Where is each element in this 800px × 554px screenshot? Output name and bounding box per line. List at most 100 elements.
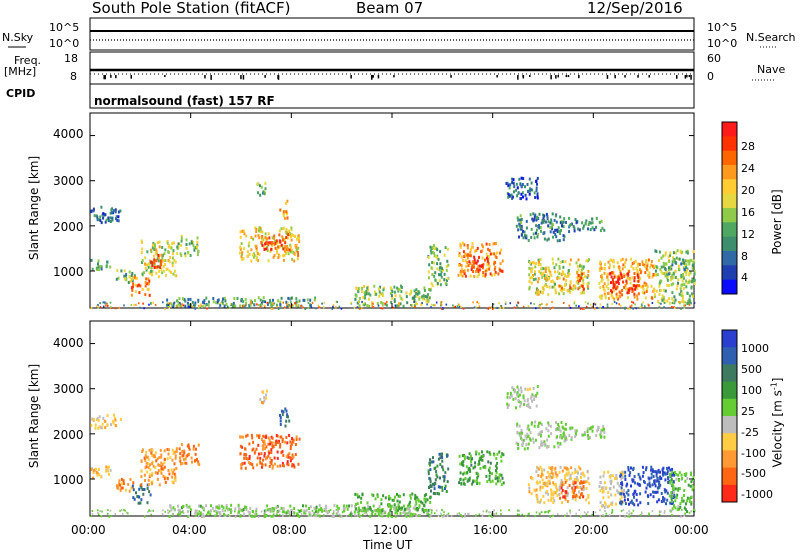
heat-cell — [554, 466, 557, 470]
heat-cell — [530, 262, 533, 266]
heat-cell — [252, 466, 255, 470]
heat-cell — [640, 303, 643, 306]
station-title: South Pole Station (fitACF) — [92, 0, 291, 17]
heat-cell — [532, 278, 535, 282]
x-axis-label: Time UT — [363, 538, 413, 552]
heat-cell — [475, 248, 478, 252]
heat-cell — [621, 288, 624, 292]
heat-cell — [619, 514, 621, 517]
heat-cell — [263, 442, 266, 446]
heat-cell — [686, 499, 689, 503]
heat-cell — [671, 509, 673, 512]
heat-cell — [159, 470, 162, 474]
heat-cell — [155, 459, 158, 463]
heat-cell — [540, 307, 543, 310]
heat-cell — [509, 193, 512, 197]
heat-cell — [561, 221, 564, 225]
heat-cell — [547, 511, 550, 514]
heat-cell — [526, 399, 529, 403]
heat-cell — [685, 273, 688, 276]
heat-cell — [633, 261, 635, 265]
heat-cell — [274, 246, 277, 250]
heat-cell — [666, 278, 669, 282]
heat-cell — [298, 515, 301, 518]
heat-cell — [525, 514, 527, 517]
heat-cell — [273, 462, 276, 466]
heat-cell — [271, 445, 274, 449]
heat-cell — [346, 507, 349, 511]
heat-cell — [535, 511, 538, 514]
heat-cell — [653, 293, 656, 297]
heat-cell — [430, 306, 432, 309]
heat-cell — [688, 272, 691, 275]
heat-cell — [223, 514, 226, 517]
heat-cell — [288, 248, 291, 252]
nave-spike — [371, 75, 373, 80]
heat-cell — [429, 477, 432, 481]
heat-cell — [109, 509, 112, 512]
heat-cell — [556, 276, 559, 280]
cpid-label: CPID — [6, 87, 36, 100]
heat-cell — [171, 471, 174, 475]
heat-cell — [171, 261, 174, 265]
heat-cell — [147, 277, 150, 281]
heat-cell — [130, 286, 133, 290]
heat-cell — [105, 302, 107, 305]
heat-cell — [123, 304, 125, 307]
heat-cell — [537, 258, 540, 262]
heat-cell — [575, 485, 578, 489]
heat-cell — [554, 288, 557, 292]
heat-cell — [632, 478, 635, 482]
heat-cell — [192, 447, 195, 451]
heat-cell — [144, 454, 147, 458]
heat-cell — [666, 466, 668, 470]
heat-cell — [198, 512, 200, 515]
heat-cell — [100, 426, 103, 430]
heat-cell — [692, 261, 695, 264]
heat-cell — [374, 497, 377, 501]
heat-cell — [554, 482, 557, 486]
heat-cell — [596, 306, 598, 309]
heat-cell — [603, 266, 606, 270]
heat-cell — [129, 477, 132, 481]
heat-cell — [402, 493, 405, 497]
heat-cell — [605, 285, 608, 288]
heat-cell — [678, 471, 681, 475]
heat-cell — [123, 274, 126, 278]
heat-cell — [661, 271, 664, 275]
heat-cell — [469, 262, 472, 266]
heat-cell — [278, 509, 281, 513]
heat-cell — [289, 440, 292, 444]
heat-cell — [636, 262, 639, 266]
heat-cell — [97, 509, 99, 512]
heat-cell — [693, 485, 695, 489]
heat-cell — [694, 509, 696, 512]
heat-cell — [495, 466, 498, 470]
heat-cell — [564, 490, 567, 494]
heat-cell — [621, 483, 624, 487]
heat-cell — [621, 267, 624, 271]
heat-cell — [528, 189, 531, 193]
heat-cell — [506, 404, 509, 408]
heat-cell — [122, 479, 125, 483]
heat-cell — [554, 491, 557, 495]
heat-cell — [690, 285, 693, 289]
heat-cell — [490, 511, 492, 514]
heat-cell — [287, 453, 290, 457]
heat-cell — [157, 254, 160, 257]
heat-cell — [183, 451, 186, 455]
heat-cell — [290, 509, 292, 512]
heat-cell — [161, 463, 164, 467]
heat-cell — [345, 504, 348, 508]
heat-cell — [410, 289, 413, 293]
heat-cell — [285, 435, 288, 439]
heat-cell — [152, 241, 155, 245]
heat-cell — [652, 495, 655, 499]
heat-cell — [367, 509, 369, 512]
heat-cell — [153, 258, 156, 262]
heat-cell — [668, 284, 670, 288]
heat-cell — [193, 459, 196, 463]
heat-cell — [261, 447, 264, 451]
heat-cell — [276, 464, 279, 468]
heat-cell — [622, 500, 625, 504]
